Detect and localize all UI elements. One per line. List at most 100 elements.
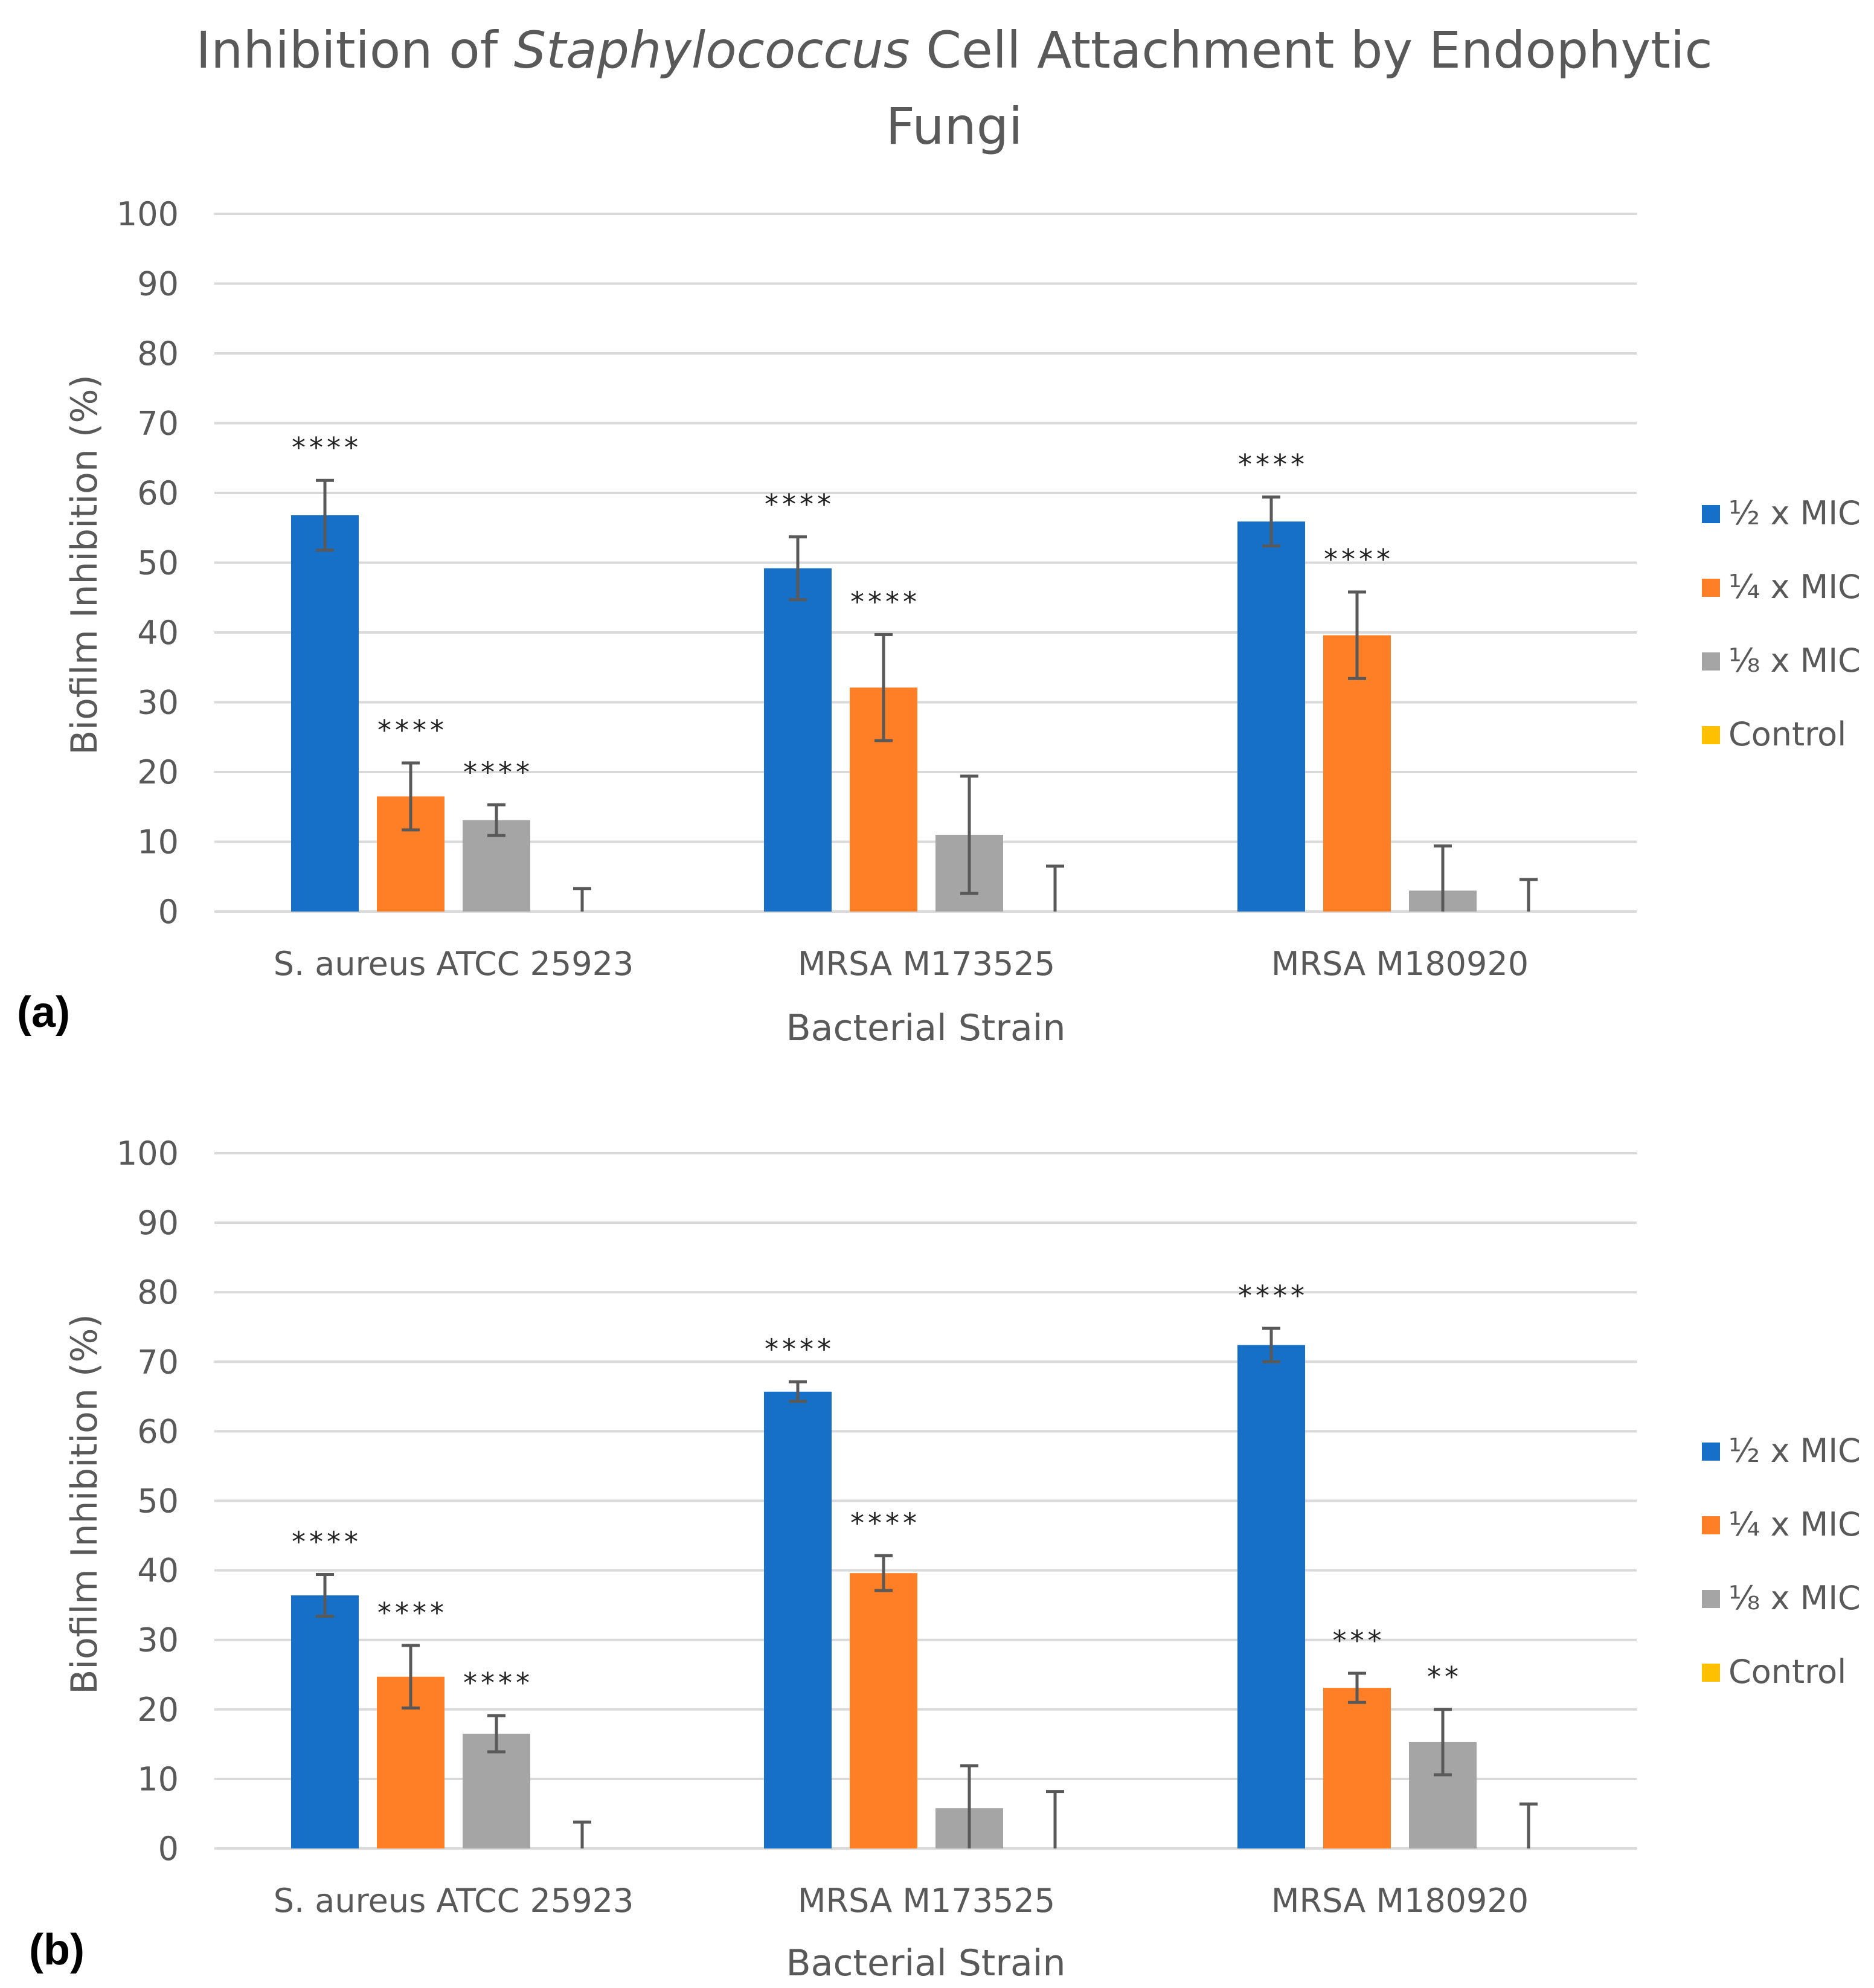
- x-category-label: S. aureus ATCC 25923: [274, 945, 634, 983]
- y-tick-label: 90: [137, 1204, 179, 1242]
- significance-marker: ****: [377, 1597, 448, 1629]
- y-tick-label: 100: [117, 195, 179, 233]
- y-tick-label: 30: [137, 1621, 179, 1659]
- legend-item: ½ x MIC: [1702, 494, 1861, 532]
- y-tick-label: 30: [137, 684, 179, 722]
- error-bar: [874, 632, 893, 742]
- bar: [764, 568, 832, 912]
- error-bar: [316, 478, 334, 552]
- significance-marker: ****: [292, 1526, 362, 1559]
- legend-item: ⅛ x MIC: [1702, 642, 1861, 680]
- error-bar: [573, 887, 591, 912]
- legend-item: Control: [1702, 715, 1846, 753]
- legend-label: ⅛ x MIC: [1728, 642, 1861, 680]
- legend-swatch: [1702, 652, 1720, 671]
- chart-panel-a: 0 10 20 30 40 50 60 70 80 90 100 **** **** **** **** *…: [17, 195, 1861, 1049]
- error-bar: [1434, 1708, 1452, 1777]
- significance-marker: ****: [765, 1333, 835, 1366]
- bars: *************************** **: [291, 1279, 1538, 1848]
- error-bar: [487, 803, 505, 837]
- error-bar: [874, 1554, 893, 1592]
- error-bar: [1434, 844, 1452, 912]
- gridlines: [214, 213, 1637, 913]
- error-bar: [960, 774, 978, 895]
- x-axis-category-labels: S. aureus ATCC 25923 MRSA M173525 MRSA M18…: [274, 945, 1529, 983]
- legend-label: ¼ x MIC: [1728, 568, 1861, 606]
- y-tick-label: 70: [137, 405, 179, 443]
- error-bar: [1348, 590, 1366, 680]
- significance-marker: ****: [1238, 448, 1308, 481]
- significance-marker: ****: [463, 756, 533, 788]
- bar: [764, 1391, 832, 1848]
- error-bar: [1519, 1802, 1538, 1848]
- significance-marker: **: [1427, 1661, 1462, 1693]
- y-tick-label: 0: [158, 893, 179, 931]
- y-tick-label: 20: [137, 1691, 179, 1729]
- legend-item: ½ x MIC: [1702, 1432, 1861, 1470]
- x-category-label: MRSA M180920: [1271, 1882, 1529, 1920]
- bar: [1323, 635, 1391, 912]
- bar: [1237, 1345, 1305, 1848]
- legend-swatch: [1702, 1516, 1720, 1534]
- legend-swatch: [1702, 1443, 1720, 1461]
- bar: [1237, 521, 1305, 912]
- chart-title-line-1: Inhibition of Staphylococcus Cell Attach…: [196, 21, 1712, 80]
- legend-label: Control: [1728, 1653, 1846, 1691]
- error-bar: [316, 1573, 334, 1618]
- significance-marker: ****: [850, 585, 920, 618]
- y-tick-label: 70: [137, 1343, 179, 1381]
- y-tick-label: 80: [137, 335, 179, 373]
- legend-swatch: [1702, 505, 1720, 523]
- x-category-label: MRSA M180920: [1271, 945, 1529, 983]
- y-tick-label: 80: [137, 1273, 179, 1311]
- legend-item: ¼ x MIC: [1702, 1505, 1861, 1543]
- error-bar: [402, 1644, 420, 1710]
- legend-label: ⅛ x MIC: [1728, 1579, 1861, 1617]
- y-axis-ticks: 0 10 20 30 40 50 60 70 80 90 100: [117, 195, 179, 931]
- panel-label: (a): [17, 988, 70, 1037]
- bar: [1323, 1688, 1391, 1848]
- y-tick-label: 40: [137, 614, 179, 652]
- legend-label: ½ x MIC: [1728, 1432, 1861, 1470]
- y-tick-label: 10: [137, 1760, 179, 1798]
- legend-item: ⅛ x MIC: [1702, 1579, 1861, 1617]
- x-axis-label: Bacterial Strain: [786, 1942, 1066, 1984]
- x-axis-category-labels: S. aureus ATCC 25923 MRSA M173525 MRSA M18…: [274, 1882, 1529, 1920]
- x-axis-label: Bacterial Strain: [786, 1007, 1066, 1049]
- x-category-label: MRSA M173525: [798, 945, 1055, 983]
- legend-label: ½ x MIC: [1728, 494, 1861, 532]
- y-tick-label: 60: [137, 1412, 179, 1450]
- significance-marker: ****: [850, 1507, 920, 1539]
- y-tick-label: 60: [137, 474, 179, 512]
- error-bar: [573, 1820, 591, 1848]
- error-bar: [789, 535, 807, 602]
- y-tick-label: 90: [137, 265, 179, 303]
- y-tick-label: 10: [137, 823, 179, 861]
- significance-marker: ****: [292, 431, 362, 464]
- y-tick-label: 20: [137, 753, 179, 791]
- error-bar: [1519, 878, 1538, 912]
- y-tick-label: 40: [137, 1552, 179, 1590]
- error-bar: [1348, 1671, 1366, 1704]
- legend-swatch: [1702, 1590, 1720, 1608]
- error-bar: [1262, 1327, 1280, 1363]
- legend: ½ x MIC ¼ x MIC ⅛ x MIC Control: [1702, 1432, 1861, 1691]
- significance-marker: ****: [1324, 543, 1394, 576]
- legend-swatch: [1702, 579, 1720, 597]
- bar: [291, 515, 359, 912]
- error-bar: [1046, 864, 1064, 912]
- y-axis-label: Biofilm Inhibition (%): [63, 1314, 106, 1694]
- gridlines: [214, 1152, 1637, 1850]
- significance-marker: ****: [1238, 1279, 1308, 1312]
- y-tick-label: 50: [137, 1482, 179, 1520]
- legend-item: ¼ x MIC: [1702, 568, 1861, 606]
- y-axis-label: Biofilm Inhibition (%): [63, 375, 106, 755]
- legend-swatch: [1702, 1664, 1720, 1682]
- y-tick-label: 0: [158, 1830, 179, 1868]
- legend-swatch: [1702, 726, 1720, 744]
- significance-marker: ***: [1333, 1624, 1385, 1657]
- significance-marker: ****: [765, 488, 835, 521]
- y-tick-label: 50: [137, 544, 179, 582]
- y-axis-ticks: 0 10 20 30 40 50 60 70 80 90 100: [117, 1134, 179, 1868]
